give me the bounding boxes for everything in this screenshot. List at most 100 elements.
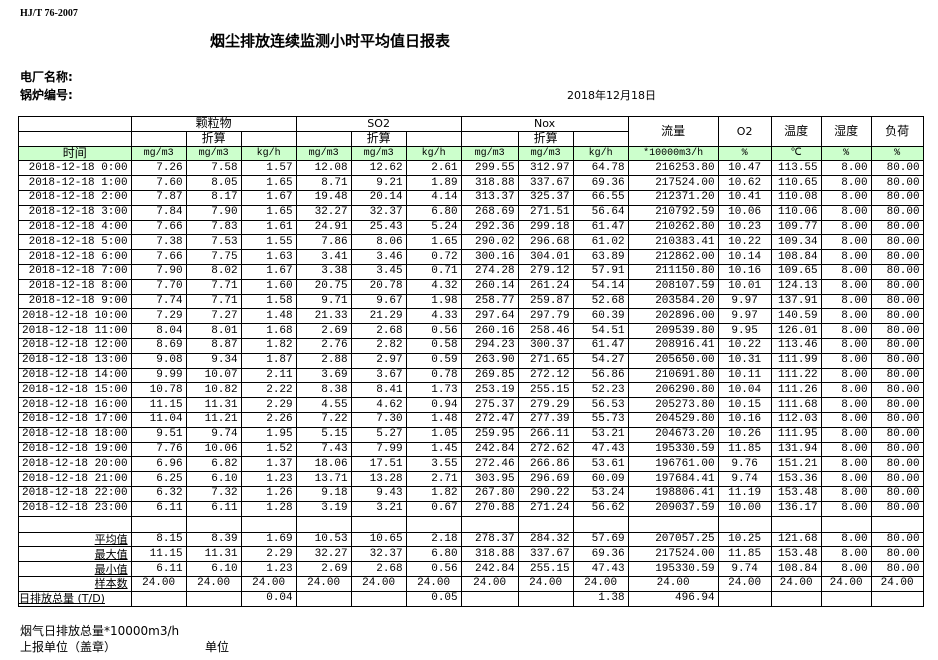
value-cell: 1.63 [240, 249, 297, 265]
value-cell: 197684.41 [627, 471, 719, 487]
summary-value [870, 590, 924, 607]
summary-value [350, 590, 407, 607]
value-cell: 4.55 [295, 397, 352, 413]
value-cell: 11.15 [130, 397, 187, 413]
value-cell: 1.65 [405, 234, 462, 251]
table-row: 2018-12-18 1:00 7.60 8.05 1.65 8.71 9.21 1.89 3… [18, 175, 924, 191]
time-cell: 2018-12-18 2:00 [18, 189, 132, 206]
value-cell: 271.65 [517, 352, 574, 369]
value-cell: 6.10 [185, 471, 242, 487]
value-cell: 10.16 [717, 263, 772, 280]
summary-value: 24.00 [240, 575, 297, 592]
table-row: 2018-12-18 13:00 9.08 9.34 1.87 2.88 2.97 0.59… [18, 352, 924, 369]
value-cell: 140.59 [770, 308, 822, 325]
value-cell: 6.32 [130, 485, 187, 502]
value-cell: 261.24 [517, 278, 574, 295]
table-row: 2018-12-18 2:00 7.87 8.17 1.67 19.48 20.14 4.1… [18, 189, 924, 206]
value-cell: 12.08 [295, 160, 352, 177]
value-cell: 6.25 [130, 471, 187, 487]
value-cell: 6.80 [405, 204, 462, 221]
value-cell: 203584.20 [627, 293, 719, 310]
value-cell: 80.00 [870, 352, 924, 369]
time-cell: 2018-12-18 8:00 [18, 278, 132, 295]
summary-value: 255.15 [517, 561, 574, 577]
value-cell: 7.58 [185, 160, 242, 177]
header-row-sub: 折算 折算 折算 [18, 130, 924, 147]
header-blank [295, 130, 352, 147]
value-cell: 113.46 [770, 337, 822, 354]
summary-value: 278.37 [460, 531, 519, 548]
value-cell: 7.66 [130, 219, 187, 236]
value-cell: 299.55 [460, 160, 519, 177]
summary-value [185, 590, 242, 607]
summary-value: 8.15 [130, 531, 187, 548]
time-cell: 2018-12-18 19:00 [18, 441, 132, 458]
value-cell: 216253.80 [627, 160, 719, 177]
value-cell: 108.84 [770, 249, 822, 265]
value-cell: 272.47 [460, 411, 519, 428]
value-cell: 80.00 [870, 500, 924, 517]
hourly-report-table: 颗粒物 SO2 Nox 流量 O2 温度 湿度 负荷 折算 折算 折算 时间 m… [18, 116, 924, 607]
value-cell: 1.52 [240, 441, 297, 458]
summary-row: 样本数 24.00 24.00 24.00 24.00 24.00 24.00 24.00 24… [18, 575, 924, 592]
summary-value: 2.68 [350, 561, 407, 577]
value-cell: 271.24 [517, 500, 574, 517]
value-cell: 9.97 [717, 293, 772, 310]
value-cell: 9.34 [185, 352, 242, 369]
value-cell: 10.06 [185, 441, 242, 458]
summary-value [770, 590, 822, 607]
value-cell: 242.84 [460, 441, 519, 458]
value-cell: 80.00 [870, 485, 924, 502]
boiler-number-label: 锅炉编号: [20, 88, 73, 102]
table-row: 2018-12-18 17:00 11.04 11.21 2.26 7.22 7.30 1.… [18, 411, 924, 428]
value-cell: 267.80 [460, 485, 519, 502]
value-cell: 1.89 [405, 175, 462, 191]
value-cell: 80.00 [870, 382, 924, 399]
unit-cell: mg/m3 [517, 145, 574, 162]
summary-value: 6.10 [185, 561, 242, 577]
time-cell: 2018-12-18 17:00 [18, 411, 132, 428]
value-cell: 113.55 [770, 160, 822, 177]
header-converted: 折算 [517, 130, 574, 147]
value-cell: 9.21 [350, 175, 407, 191]
value-cell: 111.26 [770, 382, 822, 399]
value-cell: 260.14 [460, 278, 519, 295]
value-cell: 53.21 [572, 426, 629, 443]
value-cell: 1.68 [240, 323, 297, 339]
value-cell: 208916.41 [627, 337, 719, 354]
value-cell: 7.76 [130, 441, 187, 458]
value-cell: 272.12 [517, 367, 574, 384]
summary-value: 153.48 [770, 546, 822, 563]
value-cell: 5.24 [405, 219, 462, 236]
value-cell: 20.75 [295, 278, 352, 295]
value-cell: 2.97 [350, 352, 407, 369]
value-cell: 337.67 [517, 175, 574, 191]
value-cell: 137.91 [770, 293, 822, 310]
value-cell: 8.00 [820, 367, 872, 384]
value-cell: 271.51 [517, 204, 574, 221]
empty-cell [627, 515, 719, 533]
value-cell: 0.67 [405, 500, 462, 517]
value-cell: 80.00 [870, 234, 924, 251]
table-row: 2018-12-18 23:00 6.11 6.11 1.28 3.19 3.21 0.67… [18, 500, 924, 517]
summary-value: 8.00 [820, 531, 872, 548]
empty-cell [185, 515, 242, 533]
value-cell: 9.18 [295, 485, 352, 502]
value-cell: 2.61 [405, 160, 462, 177]
value-cell: 217524.00 [627, 175, 719, 191]
value-cell: 24.91 [295, 219, 352, 236]
value-cell: 126.01 [770, 323, 822, 339]
value-cell: 8.00 [820, 441, 872, 458]
header-blank [405, 130, 462, 147]
summary-value: 24.00 [460, 575, 519, 592]
value-cell: 10.26 [717, 426, 772, 443]
value-cell: 2.76 [295, 337, 352, 354]
header-converted: 折算 [185, 130, 242, 147]
value-cell: 8.06 [350, 234, 407, 251]
value-cell: 210691.80 [627, 367, 719, 384]
time-cell: 2018-12-18 9:00 [18, 293, 132, 310]
summary-row: 日排放总量 (T/D) 0.04 0.05 1.38 496.94 [18, 590, 924, 607]
summary-value: 80.00 [870, 546, 924, 563]
value-cell: 80.00 [870, 308, 924, 325]
value-cell: 260.16 [460, 323, 519, 339]
